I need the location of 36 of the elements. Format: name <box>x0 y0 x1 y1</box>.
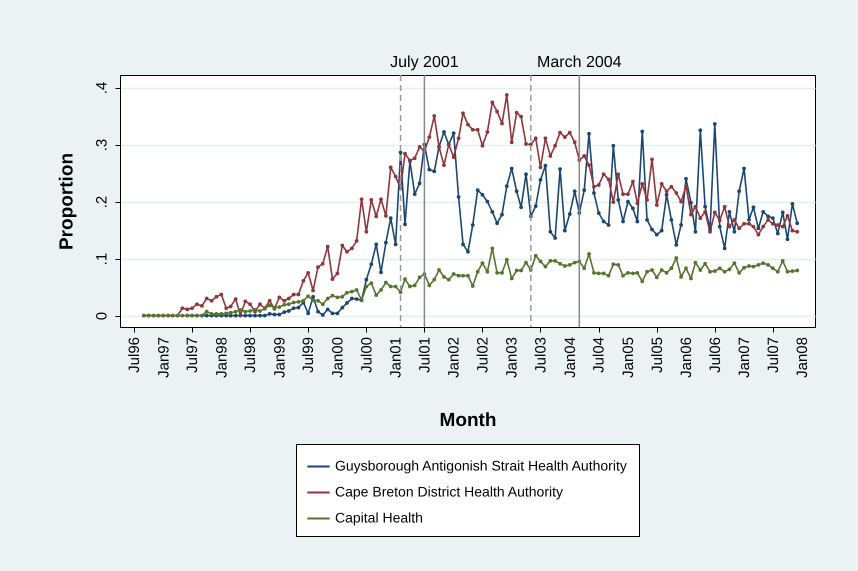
x-tick-label: Jan99 <box>271 337 288 378</box>
x-axis-title: Month <box>440 410 496 431</box>
x-tick-label: Jul00 <box>358 337 376 373</box>
x-tick-label: Jul03 <box>532 337 550 373</box>
y-tick-label: .1 <box>94 252 110 266</box>
x-tick-label: Jan05 <box>620 337 637 378</box>
x-tick-label: Jul01 <box>416 337 434 373</box>
x-tick-label: Jan97 <box>155 337 172 378</box>
ref-line-label: July 2001 <box>390 54 459 71</box>
y-tick-label: 0 <box>94 312 110 320</box>
x-tick-label: Jul06 <box>706 337 724 373</box>
x-tick-label: Jul07 <box>764 337 782 373</box>
x-tick-label: Jan08 <box>794 337 812 378</box>
y-tick-label: .3 <box>94 138 110 152</box>
x-tick-label: Jul04 <box>590 337 608 373</box>
legend-label: Cape Breton District Health Authority <box>335 484 563 500</box>
x-tick-label: Jul96 <box>126 337 143 373</box>
x-tick-label: Jul02 <box>474 337 492 373</box>
x-tick-label: Jan98 <box>213 337 230 378</box>
x-tick-label: Jan07 <box>736 337 754 378</box>
x-tick-label: Jan01 <box>388 337 405 378</box>
x-tick-label: Jan06 <box>678 337 696 378</box>
y-tick-label: .4 <box>94 82 110 94</box>
x-tick-label: Jul99 <box>300 337 318 373</box>
x-tick-label: Jan03 <box>504 337 521 378</box>
x-tick-label: Jan00 <box>329 337 346 378</box>
x-tick-label: Jul05 <box>648 337 666 373</box>
legend-label: Capital Health <box>335 510 423 526</box>
legend-label: Guysborough Antigonish Strait Health Authority <box>335 458 627 474</box>
x-tick-label: Jul97 <box>184 337 202 373</box>
y-axis-title: Proportion <box>56 152 78 250</box>
x-tick-label: Jan04 <box>562 337 579 378</box>
y-tick-label: .2 <box>94 196 110 208</box>
x-tick-label: Jul98 <box>242 337 260 373</box>
ref-line-label: March 2004 <box>537 54 622 71</box>
x-tick-label: Jan02 <box>446 337 463 378</box>
